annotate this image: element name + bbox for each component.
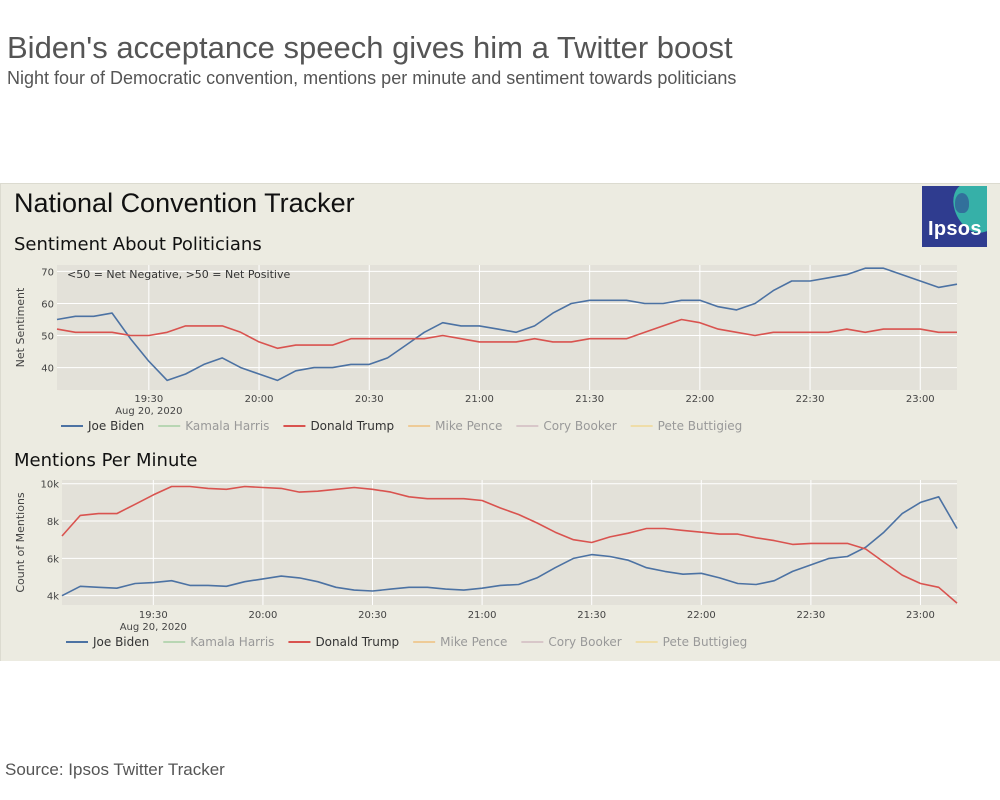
x-tick-label: 22:00 xyxy=(685,394,714,405)
series-line-joe-biden xyxy=(61,495,958,597)
page-subtitle: Night four of Democratic convention, men… xyxy=(7,68,737,88)
x-tick-label: 20:00 xyxy=(245,394,274,405)
sentiment-chart-title: Sentiment About Politicians xyxy=(14,234,262,255)
y-axis-label: Count of Mentions xyxy=(14,492,27,593)
plot-area-0 xyxy=(57,265,957,390)
x-tick-label: 21:00 xyxy=(465,394,494,405)
x-tick-label: 21:30 xyxy=(577,610,606,621)
legend-item-donald-trump[interactable]: Donald Trump xyxy=(310,419,394,433)
x-date-label: Aug 20, 2020 xyxy=(115,406,182,417)
y-tick-label: 40 xyxy=(41,364,54,375)
x-tick-label: 23:00 xyxy=(906,394,935,405)
y-tick-label: 70 xyxy=(41,267,54,278)
series-line-joe-biden xyxy=(56,267,958,382)
x-tick-label: 20:00 xyxy=(249,610,278,621)
legend-item-kamala-harris[interactable]: Kamala Harris xyxy=(185,419,269,433)
y-tick-label: 10k xyxy=(40,480,59,491)
y-tick-label: 60 xyxy=(41,299,54,310)
y-tick-label: 4k xyxy=(47,592,59,603)
x-date-label: Aug 20, 2020 xyxy=(120,622,187,633)
x-tick-label: 23:00 xyxy=(906,610,935,621)
legend-item-joe-biden[interactable]: Joe Biden xyxy=(92,635,149,649)
logo-text: Ipsos xyxy=(928,218,982,240)
x-tick-label: 19:30 xyxy=(139,610,168,621)
chart-annotation: <50 = Net Negative, >50 = Net Positive xyxy=(67,268,290,281)
legend-item-cory-booker[interactable]: Cory Booker xyxy=(543,419,616,433)
x-tick-label: 21:00 xyxy=(468,610,497,621)
page-title: Biden's acceptance speech gives him a Tw… xyxy=(7,30,733,65)
y-tick-label: 8k xyxy=(47,517,59,528)
x-tick-label: 20:30 xyxy=(355,394,384,405)
x-tick-label: 20:30 xyxy=(358,610,387,621)
ipsos-logo: Ipsos xyxy=(922,186,987,247)
legend-item-mike-pence[interactable]: Mike Pence xyxy=(435,419,502,433)
x-tick-label: 21:30 xyxy=(575,394,604,405)
legend-item-cory-booker[interactable]: Cory Booker xyxy=(548,635,621,649)
source-note: Source: Ipsos Twitter Tracker xyxy=(5,760,225,779)
series-line-donald-trump xyxy=(61,485,958,604)
x-tick-label: 19:30 xyxy=(134,394,163,405)
x-tick-label: 22:00 xyxy=(687,610,716,621)
x-tick-label: 22:30 xyxy=(796,394,825,405)
y-axis-label: Net Sentiment xyxy=(14,287,27,367)
plot-area-1 xyxy=(62,480,957,605)
x-tick-label: 22:30 xyxy=(796,610,825,621)
dashboard-title: National Convention Tracker xyxy=(14,188,355,218)
y-tick-label: 6k xyxy=(47,554,59,565)
legend-item-pete-buttigieg[interactable]: Pete Buttigieg xyxy=(658,419,743,433)
legend-item-joe-biden[interactable]: Joe Biden xyxy=(87,419,144,433)
mentions-chart-title: Mentions Per Minute xyxy=(14,450,198,471)
y-tick-label: 50 xyxy=(41,332,54,343)
legend-item-kamala-harris[interactable]: Kamala Harris xyxy=(190,635,274,649)
legend-item-pete-buttigieg[interactable]: Pete Buttigieg xyxy=(663,635,748,649)
legend-item-mike-pence[interactable]: Mike Pence xyxy=(440,635,507,649)
series-line-donald-trump xyxy=(56,318,957,350)
legend-item-donald-trump[interactable]: Donald Trump xyxy=(315,635,399,649)
